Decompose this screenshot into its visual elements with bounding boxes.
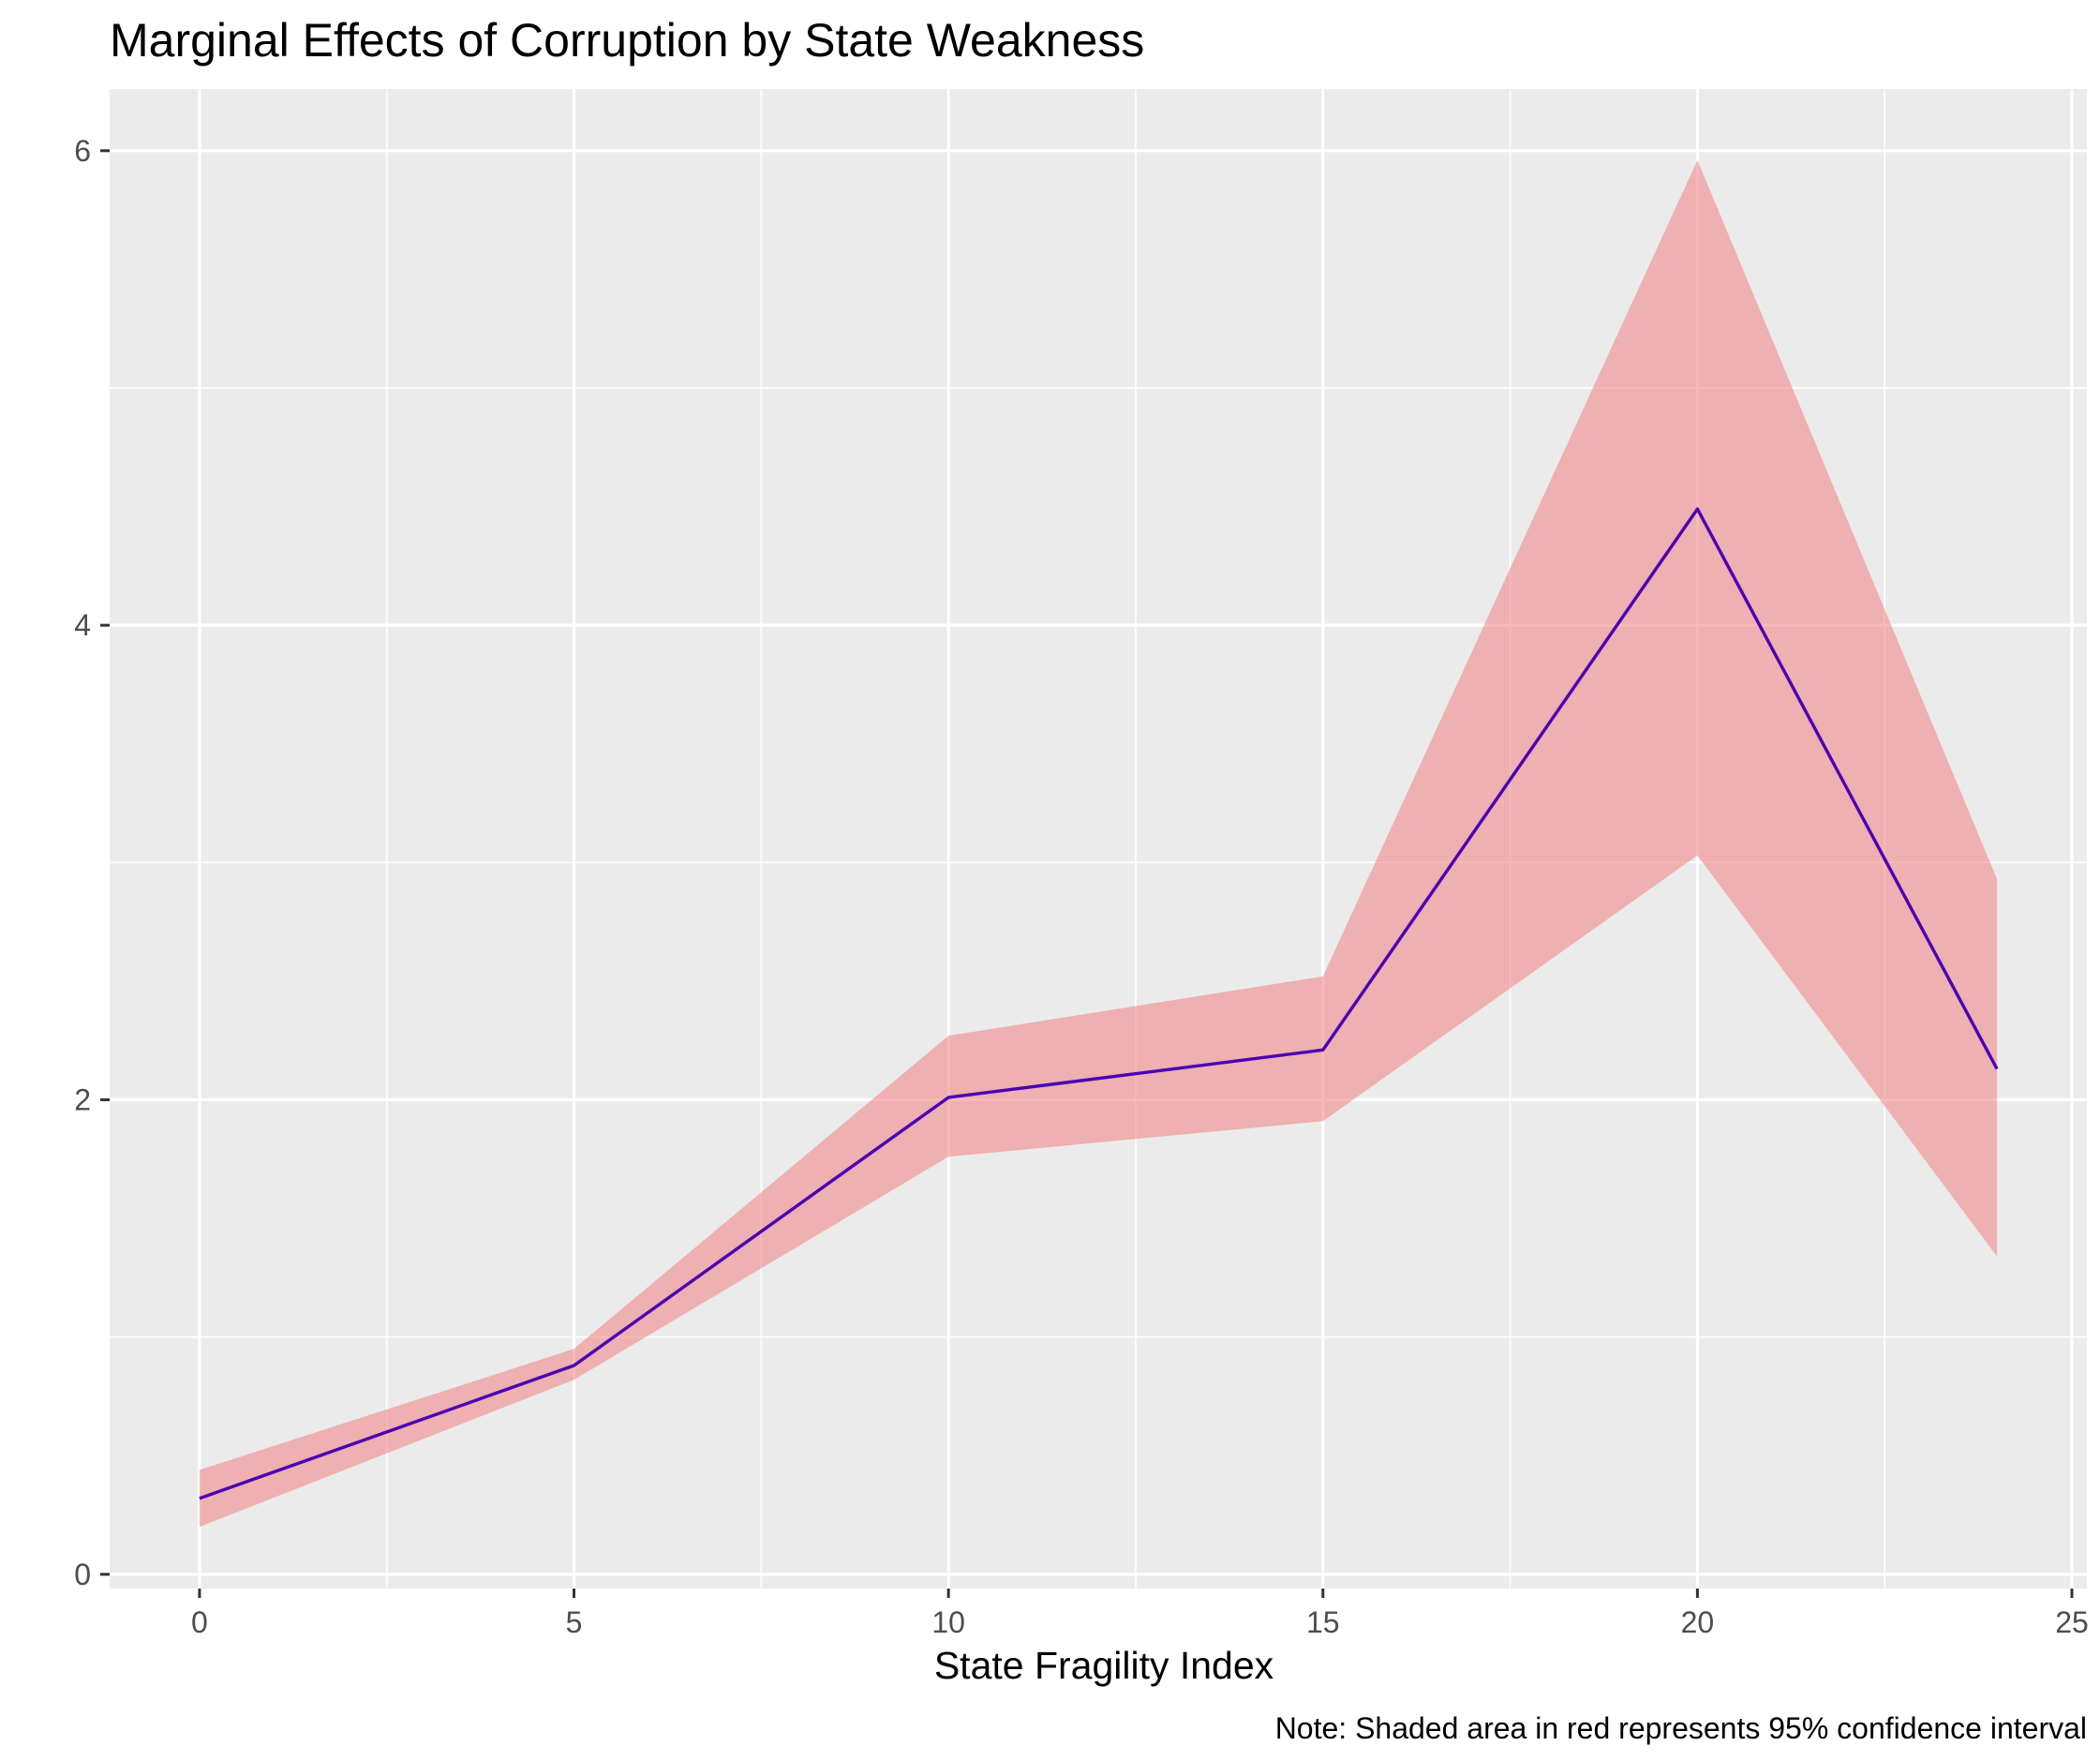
x-tick-label: 5 (566, 1605, 583, 1639)
marginal-effect-line (199, 507, 1999, 1500)
y-tick-label: 6 (74, 134, 91, 168)
x-tick-label: 20 (1681, 1605, 1715, 1639)
x-tick-label: 15 (1306, 1605, 1340, 1639)
y-tick-label: 0 (74, 1558, 91, 1591)
chart-caption: Note: Shaded area in red represents 95% … (1274, 1711, 2087, 1745)
x-tick-label: 25 (2055, 1605, 2089, 1639)
x-tick-label: 0 (191, 1605, 208, 1639)
chart-title: Marginal Effects of Corruption by State … (110, 14, 1145, 67)
confidence-ribbon (199, 159, 1998, 1528)
y-tick-label: 4 (74, 608, 91, 642)
y-tick-label: 2 (74, 1082, 91, 1116)
x-axis-label: State Fragility Index (933, 1644, 1274, 1687)
x-tick-label: 10 (931, 1605, 965, 1639)
